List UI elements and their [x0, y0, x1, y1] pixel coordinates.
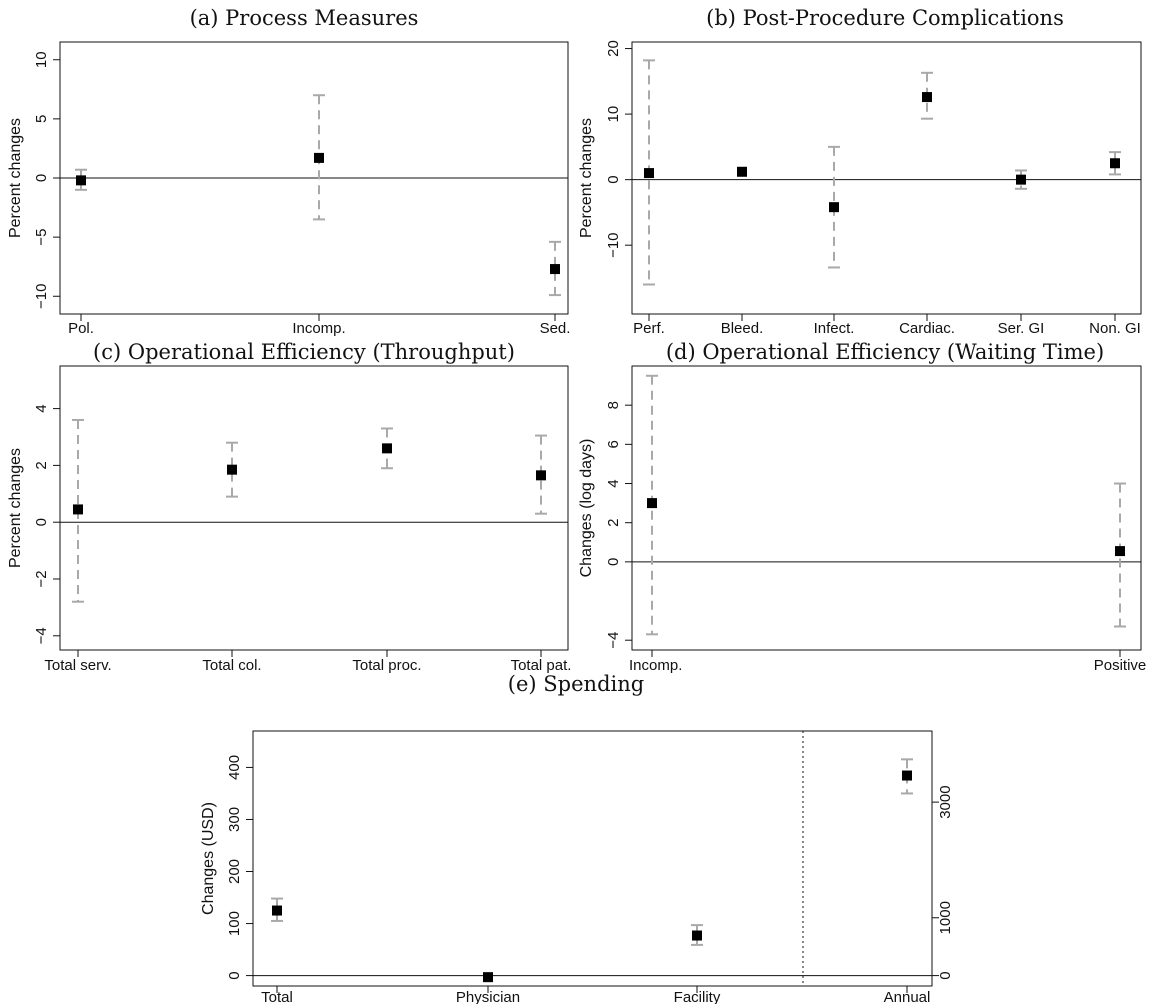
right-y-tick-label-e: 0 — [937, 971, 954, 979]
y-axis-label-a: Percent changes — [7, 118, 24, 238]
point-estimate-b — [922, 92, 932, 103]
point-estimate-b — [737, 166, 747, 177]
y-tick-label-e: 100 — [226, 911, 243, 936]
y-axis-label-e: Changes (USD) — [200, 802, 217, 915]
y-axis-label-b: Percent changes — [578, 118, 595, 238]
x-tick-label-e: Annual — [884, 989, 931, 1004]
y-tick-label-c: −4 — [33, 627, 50, 644]
panel-title-c: (c) Operational Efficiency (Throughput) — [93, 340, 515, 364]
y-tick-label-a: 5 — [33, 115, 50, 123]
x-tick-label-a: Incomp. — [292, 320, 345, 337]
point-estimate-c — [382, 443, 392, 454]
x-tick-label-b: Perf. — [633, 320, 665, 337]
y-tick-label-e: 200 — [226, 859, 243, 884]
y-tick-label-d: 0 — [605, 558, 622, 566]
y-tick-label-c: 4 — [33, 404, 50, 412]
y-tick-label-b: 20 — [605, 40, 622, 57]
y-tick-label-d: 6 — [605, 440, 622, 448]
point-estimate-a — [76, 175, 86, 186]
y-tick-label-e: 0 — [226, 971, 243, 979]
x-tick-label-c: Total col. — [202, 657, 261, 674]
point-estimate-e — [483, 972, 493, 983]
panel-title-b: (b) Post-Procedure Complications — [706, 6, 1064, 30]
point-estimate-d — [1115, 546, 1125, 557]
x-tick-label-e: Facility — [674, 989, 721, 1004]
y-tick-label-d: 2 — [605, 519, 622, 527]
panel-b: (b) Post-Procedure Complications −10 0 10 20… — [578, 6, 1142, 337]
y-axis-label-d: Changes (log days) — [578, 439, 595, 578]
right-y-tick-label-e: 1000 — [937, 901, 954, 934]
y-tick-label-b: 0 — [605, 175, 622, 183]
y-tick-label-a: −10 — [33, 284, 50, 309]
x-tick-label-a: Pol. — [68, 320, 94, 337]
x-tick-label-a: Sed. — [540, 320, 571, 337]
right-y-tick-label-e: 3000 — [937, 785, 954, 818]
y-tick-label-c: −2 — [33, 570, 50, 587]
y-tick-label-a: −5 — [33, 229, 50, 246]
x-tick-label-b: Cardiac. — [899, 320, 955, 337]
point-estimate-a — [550, 264, 560, 275]
x-tick-label-d: Positive — [1094, 657, 1147, 674]
panel-title-d: (d) Operational Efficiency (Waiting Time… — [666, 340, 1104, 364]
y-tick-label-c: 2 — [33, 461, 50, 469]
x-tick-label-c: Total proc. — [352, 657, 421, 674]
panel-c: (c) Operational Efficiency (Throughput) −… — [7, 340, 571, 674]
x-tick-label-b: Bleed. — [721, 320, 764, 337]
x-tick-label-c: Total pat. — [511, 657, 572, 674]
plot-frame-b — [631, 41, 1142, 315]
plot-frame-d — [631, 365, 1142, 651]
y-tick-label-d: 8 — [605, 401, 622, 409]
point-estimate-c — [536, 470, 546, 481]
panel-title-a: (a) Process Measures — [190, 6, 419, 30]
x-tick-label-e: Total — [261, 989, 293, 1004]
y-tick-label-e: 300 — [226, 807, 243, 832]
y-tick-label-b: −10 — [605, 232, 622, 257]
y-tick-label-d: 4 — [605, 479, 622, 487]
plot-frame-e — [252, 730, 933, 987]
y-tick-label-b: 10 — [605, 106, 622, 123]
panel-title-e: (e) Spending — [508, 672, 644, 696]
x-tick-label-b: Ser. GI — [998, 320, 1045, 337]
y-tick-label-d: −4 — [605, 632, 622, 649]
y-tick-label-a: 10 — [33, 51, 50, 68]
x-tick-label-b: Non. GI — [1089, 320, 1141, 337]
panel-a: (a) Process Measures −10 −5 0 5 10 Percent cha… — [7, 6, 570, 337]
panel-e: (e) Spending 0 100 200 300 400 Changes (USD) 0 1… — [200, 672, 954, 1004]
plot-frame-c — [59, 365, 569, 651]
x-tick-label-b: Infect. — [814, 320, 855, 337]
point-estimate-c — [73, 504, 83, 515]
point-estimate-b — [644, 168, 654, 179]
point-estimate-e — [692, 930, 702, 941]
point-estimate-e — [272, 905, 282, 916]
x-tick-label-d: Incomp. — [629, 657, 682, 674]
y-tick-label-e: 400 — [226, 755, 243, 780]
point-estimate-c — [227, 464, 237, 475]
y-tick-label-c: 0 — [33, 518, 50, 526]
x-tick-label-c: Total serv. — [44, 657, 111, 674]
panel-d: (d) Operational Efficiency (Waiting Time… — [578, 340, 1146, 674]
y-tick-label-a: 0 — [33, 174, 50, 182]
point-estimate-b — [1110, 158, 1120, 169]
point-estimate-b — [829, 202, 839, 213]
point-estimate-e — [902, 770, 912, 781]
x-tick-label-e: Physician — [456, 989, 520, 1004]
point-estimate-d — [647, 498, 657, 509]
y-axis-label-c: Percent changes — [7, 448, 24, 568]
point-estimate-a — [314, 152, 324, 163]
point-estimate-b — [1016, 174, 1026, 185]
